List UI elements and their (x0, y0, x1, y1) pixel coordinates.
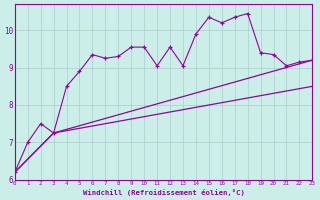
X-axis label: Windchill (Refroidissement éolien,°C): Windchill (Refroidissement éolien,°C) (83, 189, 244, 196)
